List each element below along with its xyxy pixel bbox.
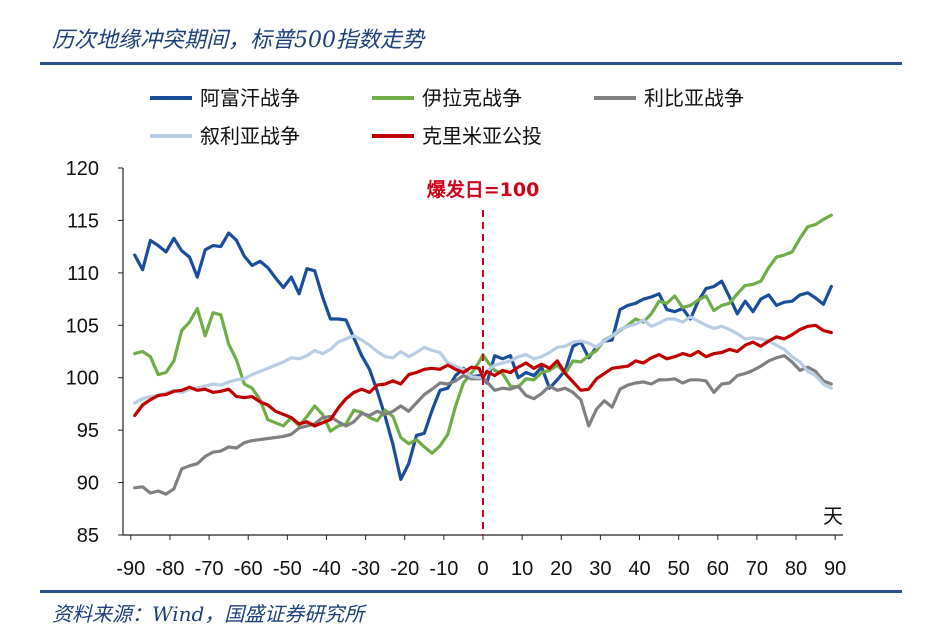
x-tick-label: -70 [195,558,224,580]
x-tick-label: 80 [785,558,807,580]
x-tick-label: 20 [550,558,572,580]
source-note: 资料来源：Wind，国盛证券研究所 [52,602,365,626]
legend-label-3: 利比亚战争 [644,86,744,110]
bottom-rule [40,590,902,593]
outbreak-day-label: 爆发日=100 [427,178,540,201]
y-tick-label: 100 [66,368,99,390]
y-tick-label: 90 [77,473,99,495]
x-tick-label: -30 [351,558,380,580]
x-tick-label: -10 [429,558,458,580]
x-axis-label: 天 [823,506,843,528]
series-line-5 [133,323,833,428]
y-tick-label: 110 [67,263,99,285]
legend-label-5: 克里米亚公投 [422,124,542,148]
x-tick-label: -80 [156,558,185,580]
x-tick-label: 0 [477,558,488,580]
top-rule [40,62,902,65]
x-tick-label: -50 [273,558,302,580]
y-tick-label: 120 [66,158,99,180]
annotation-layer: 爆发日=100 [427,178,540,535]
x-tick-label: -20 [390,558,419,580]
y-tick-label: 115 [67,210,99,232]
chart-title: 历次地缘冲突期间，标普500指数走势 [52,28,424,53]
x-tick-label: -90 [116,558,145,580]
x-tick-label: 40 [628,558,650,580]
y-tick-label: 95 [77,420,99,442]
x-tick-label: -60 [234,558,263,580]
x-tick-label: 70 [746,558,768,580]
x-tick-label: -40 [312,558,341,580]
y-tick-label: 105 [66,315,99,337]
y-tick-label: 85 [77,525,99,547]
x-tick-label: 60 [707,558,729,580]
legend-label-2: 伊拉克战争 [422,86,522,110]
legend-label-1: 阿富汗战争 [200,86,300,110]
legend-label-4: 叙利亚战争 [200,124,300,148]
x-tick-label: 30 [589,558,611,580]
x-tick-label: 90 [824,558,846,580]
x-tick-label: 50 [668,558,690,580]
x-tick-label: 10 [511,558,533,580]
